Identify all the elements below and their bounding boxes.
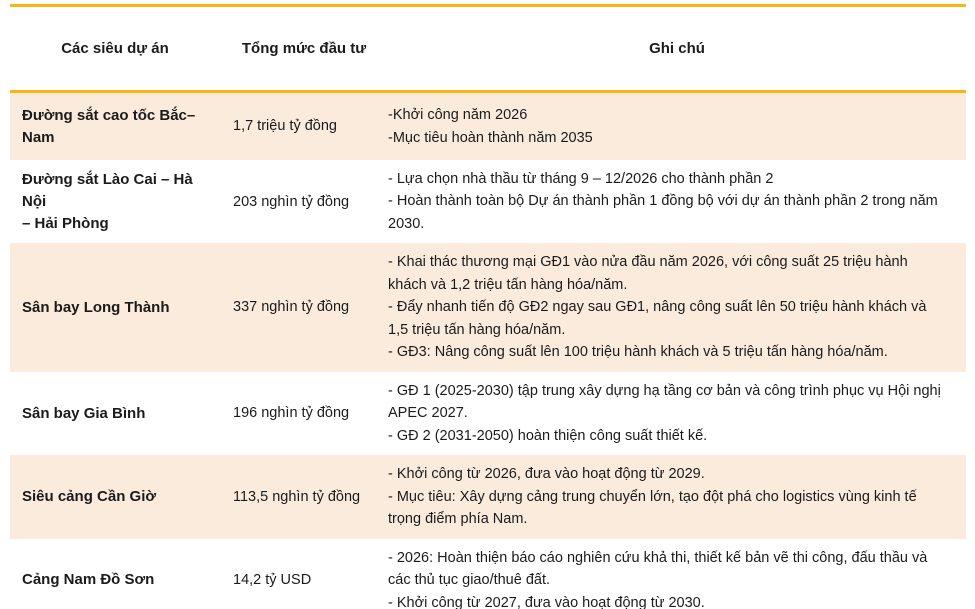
- table-row: Sân bay Gia Bình 196 nghìn tỷ đồng - GĐ …: [10, 372, 966, 455]
- column-header-notes: Ghi chú: [649, 40, 705, 57]
- project-notes: - 2026: Hoàn thiện báo cáo nghiên cứu kh…: [388, 549, 928, 609]
- megaprojects-table: Các siêu dự án Tổng mức đầu tư Ghi chú Đ…: [10, 4, 966, 609]
- table-row: Sân bay Long Thành 337 nghìn tỷ đồng - K…: [10, 243, 966, 372]
- project-name: Sân bay Long Thành: [22, 298, 170, 316]
- column-header-projects: Các siêu dự án: [61, 40, 169, 57]
- project-investment: 196 nghìn tỷ đồng: [233, 405, 350, 422]
- table-header-row: Các siêu dự án Tổng mức đầu tư Ghi chú: [10, 7, 966, 90]
- project-name: Đường sắt Lào Cai – Hà Nội – Hải Phòng: [22, 171, 193, 232]
- project-notes: -Khởi công năm 2026 -Mục tiêu hoàn thành…: [388, 107, 593, 146]
- project-investment: 203 nghìn tỷ đồng: [233, 193, 350, 210]
- top-accent-line: [10, 4, 966, 7]
- project-notes: - Khởi công từ 2026, đưa vào hoạt động t…: [388, 466, 917, 528]
- table-row: Cảng Nam Đồ Sơn 14,2 tỷ USD - 2026: Hoàn…: [10, 539, 966, 609]
- project-investment: 14,2 tỷ USD: [233, 572, 312, 589]
- table-row: Siêu cảng Cần Giờ 113,5 nghìn tỷ đồng - …: [10, 455, 966, 539]
- column-header-investment: Tổng mức đầu tư: [241, 40, 367, 57]
- project-notes: - Khai thác thương mại GĐ1 vào nửa đầu n…: [388, 254, 927, 361]
- project-investment: 337 nghìn tỷ đồng: [233, 299, 350, 316]
- header-divider-line: [10, 90, 966, 93]
- project-name: Sân bay Gia Bình: [22, 404, 146, 422]
- project-investment: 113,5 nghìn tỷ đồng: [233, 488, 361, 505]
- project-investment: 1,7 triệu tỷ đồng: [233, 118, 337, 135]
- project-name: Đường sắt cao tốc Bắc–Nam: [22, 106, 196, 146]
- table-row: Đường sắt Lào Cai – Hà Nội – Hải Phòng 2…: [10, 160, 966, 243]
- table-row: Đường sắt cao tốc Bắc–Nam 1,7 triệu tỷ đ…: [10, 93, 966, 160]
- project-notes: - Lựa chọn nhà thầu từ tháng 9 – 12/2026…: [388, 171, 938, 232]
- project-notes: - GĐ 1 (2025-2030) tập trung xây dựng hạ…: [388, 382, 941, 444]
- project-name: Siêu cảng Cần Giờ: [22, 487, 157, 505]
- project-name: Cảng Nam Đồ Sơn: [22, 571, 155, 589]
